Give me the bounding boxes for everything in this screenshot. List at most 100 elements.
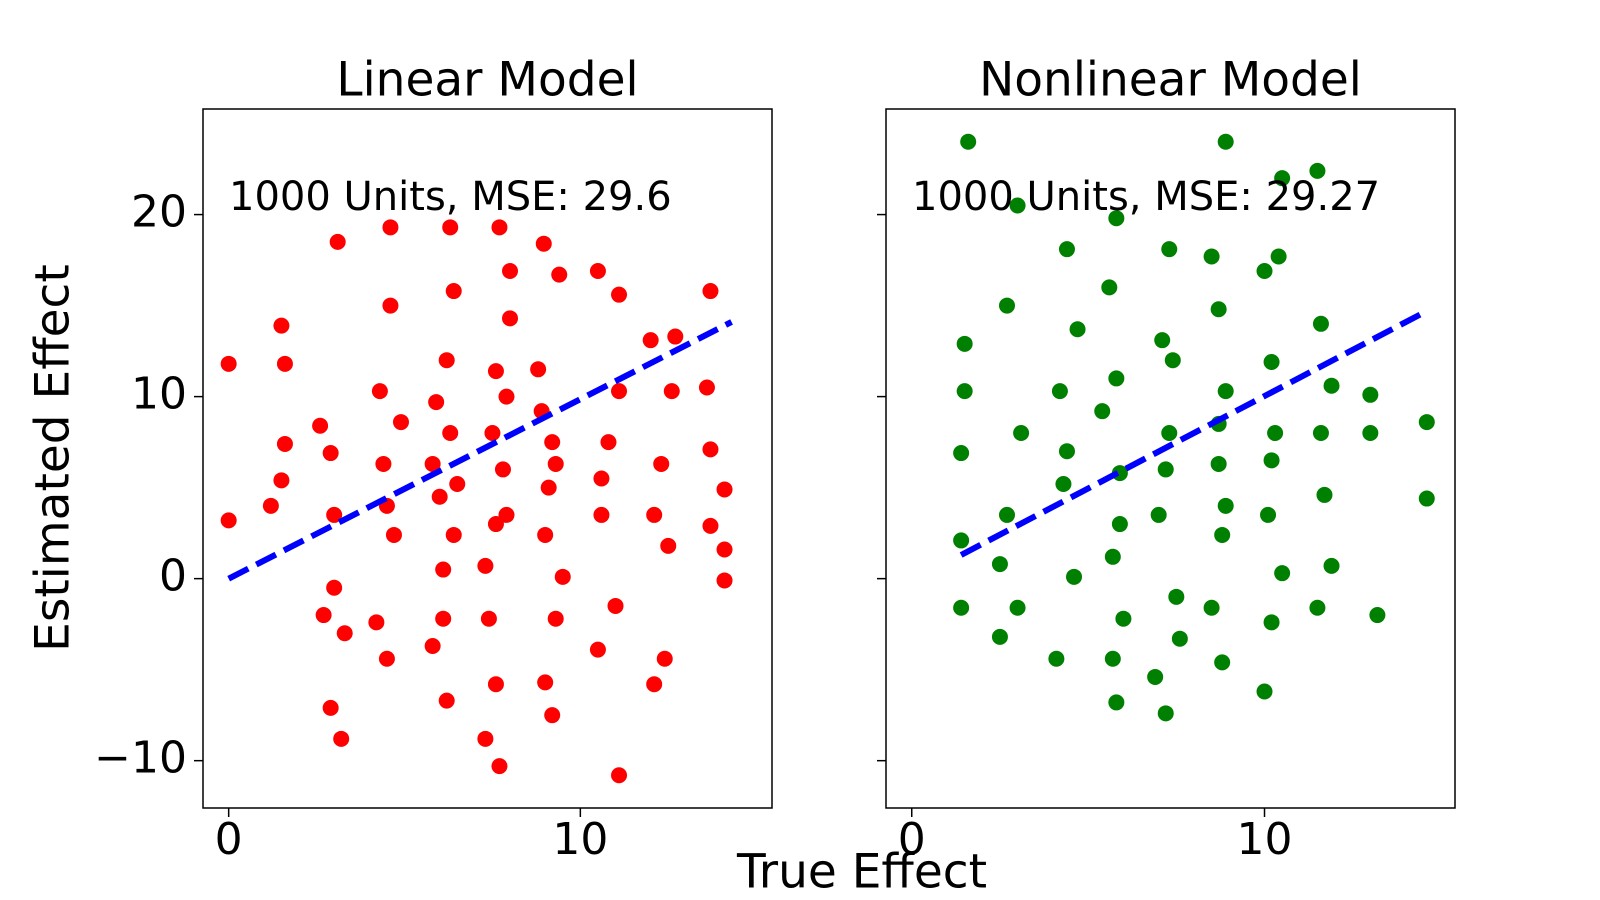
point [424, 455, 441, 472]
point [1111, 516, 1128, 533]
point [1069, 321, 1086, 338]
point [991, 556, 1008, 573]
point [1154, 332, 1171, 349]
point [1263, 614, 1280, 631]
point [322, 699, 339, 716]
point [1217, 133, 1234, 150]
point [1362, 386, 1379, 403]
point [502, 310, 519, 327]
point [1214, 654, 1231, 671]
point [698, 379, 715, 396]
point [646, 676, 663, 693]
subplot-title: Linear Model [336, 53, 638, 108]
point [1267, 425, 1284, 442]
point [1104, 548, 1121, 565]
point [435, 561, 452, 578]
point [1210, 455, 1227, 472]
point [611, 383, 628, 400]
point [1058, 443, 1075, 460]
point [487, 363, 504, 380]
point [642, 332, 659, 349]
x-tick-label: 0 [898, 814, 926, 865]
point [382, 297, 399, 314]
point [484, 425, 501, 442]
point [1210, 301, 1227, 318]
point [998, 297, 1015, 314]
point [702, 283, 719, 300]
point [1168, 588, 1185, 605]
point [491, 219, 508, 236]
point [371, 383, 388, 400]
point [593, 506, 610, 523]
point [1323, 377, 1340, 394]
point [326, 506, 343, 523]
point [1048, 650, 1065, 667]
point [1161, 425, 1178, 442]
point [1094, 403, 1111, 420]
point [431, 488, 448, 505]
point [424, 637, 441, 654]
subplot-title: Nonlinear Model [979, 53, 1362, 108]
point [656, 650, 673, 667]
point [1323, 557, 1340, 574]
point [487, 676, 504, 693]
point [991, 628, 1008, 645]
x-tick-label: 0 [215, 814, 243, 865]
point [494, 461, 511, 478]
point [1164, 352, 1181, 369]
axes-frame [885, 108, 1456, 809]
point [611, 767, 628, 784]
point [589, 263, 606, 280]
point [998, 506, 1015, 523]
annotation: 1000 Units, MSE: 29.6 [229, 174, 672, 220]
point [589, 641, 606, 658]
point [1115, 610, 1132, 627]
point [953, 599, 970, 616]
fit-line [959, 308, 1429, 558]
x-tick-label: 10 [1237, 814, 1293, 865]
point [375, 455, 392, 472]
point [336, 625, 353, 642]
point [1312, 425, 1329, 442]
subplot: Nonlinear Model 0 10 1000 Units, MSE: 29.27 [877, 53, 1456, 865]
point [1217, 383, 1234, 400]
point [716, 481, 733, 498]
point [547, 610, 564, 627]
point [960, 133, 977, 150]
point [1274, 565, 1291, 582]
point [1108, 210, 1125, 227]
subplot: Linear Model 0 10 −10 0 10 20 1000 Units, MSE: … [26, 53, 988, 900]
point [392, 414, 409, 431]
point [1108, 370, 1125, 387]
point [540, 479, 557, 496]
point [442, 219, 459, 236]
point [487, 516, 504, 533]
point [537, 526, 554, 543]
point [428, 394, 445, 411]
point [385, 526, 402, 543]
point [322, 445, 339, 462]
point [646, 506, 663, 523]
point [262, 497, 279, 514]
point [1362, 425, 1379, 442]
point [1150, 506, 1167, 523]
point [498, 506, 515, 523]
point [329, 233, 346, 250]
point [653, 455, 670, 472]
point [1013, 425, 1030, 442]
point [326, 579, 343, 596]
point [1055, 475, 1072, 492]
point [1171, 630, 1188, 647]
point [716, 541, 733, 558]
point [1157, 705, 1174, 722]
point [480, 610, 497, 627]
point [1108, 694, 1125, 711]
point [956, 335, 973, 352]
y-tick-label: 20 [131, 187, 187, 238]
point [438, 352, 455, 369]
point [273, 472, 290, 489]
point [1256, 683, 1273, 700]
point [1157, 461, 1174, 478]
point [333, 730, 350, 747]
point [537, 674, 554, 691]
